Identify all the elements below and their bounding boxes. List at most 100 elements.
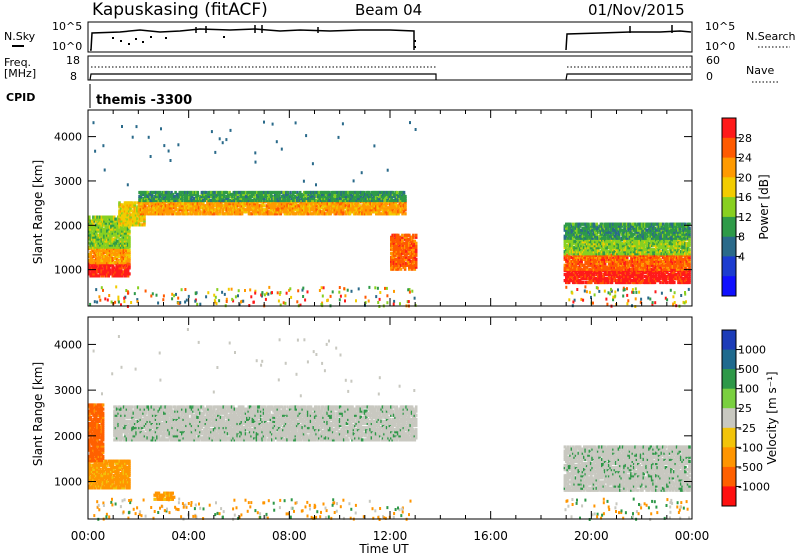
data-cell	[581, 244, 585, 248]
data-cell	[119, 229, 123, 233]
data-cell	[399, 202, 403, 206]
data-cell	[157, 208, 161, 212]
data-cell	[97, 257, 101, 261]
data-cell	[300, 198, 303, 203]
data-cell	[606, 277, 610, 281]
data-cell	[369, 204, 373, 208]
data-cell	[394, 192, 397, 197]
data-cell	[659, 250, 662, 254]
data-cell	[386, 202, 389, 206]
data-cell	[269, 210, 273, 214]
data-cell	[90, 264, 94, 268]
data-cell	[253, 196, 256, 201]
data-cell	[143, 196, 147, 201]
data-cell	[330, 194, 334, 199]
data-cell	[119, 249, 123, 253]
data-cell	[261, 204, 265, 208]
data-cell	[257, 192, 260, 197]
data-cell	[217, 196, 220, 201]
data-cell	[609, 279, 612, 283]
data-cell	[656, 279, 659, 283]
data-cell	[126, 223, 130, 227]
data-cell	[247, 194, 251, 199]
data-cell	[218, 198, 222, 203]
data-cell	[111, 223, 115, 227]
data-cell	[652, 273, 655, 277]
data-cell	[111, 229, 115, 233]
data-cell	[682, 240, 686, 244]
data-cell	[388, 194, 392, 199]
data-cell	[391, 251, 394, 255]
data-cell	[125, 241, 128, 245]
data-cell	[93, 259, 97, 263]
data-cell	[145, 192, 148, 197]
data-cell	[164, 198, 168, 203]
data-cell	[595, 279, 599, 283]
data-cell	[174, 206, 177, 210]
data-cell	[88, 221, 91, 225]
data-cell	[612, 277, 615, 281]
data-cell	[657, 279, 661, 283]
data-cell	[591, 279, 594, 283]
data-cell	[661, 263, 665, 267]
data-cell	[210, 210, 213, 214]
data-cell	[139, 194, 143, 199]
data-cell	[627, 246, 630, 250]
data-cell	[322, 198, 325, 203]
data-cell	[596, 246, 600, 250]
data-cell	[627, 263, 630, 267]
data-cell	[403, 243, 407, 247]
data-cell	[584, 267, 587, 271]
data-cell	[107, 264, 110, 268]
data-cell	[178, 192, 182, 197]
data-cell	[185, 206, 188, 210]
data-cell	[580, 261, 583, 265]
data-cell	[332, 208, 335, 212]
data-cell	[293, 196, 296, 201]
data-cell	[355, 198, 359, 203]
data-cell	[300, 204, 303, 208]
data-cell	[127, 203, 131, 207]
data-cell	[211, 196, 215, 201]
data-cell	[104, 270, 108, 274]
data-cell	[660, 275, 664, 279]
data-cell	[106, 261, 109, 265]
data-cell	[583, 248, 586, 252]
data-cell	[322, 204, 325, 208]
data-cell	[653, 263, 657, 267]
data-cell	[587, 238, 590, 242]
data-cell	[262, 198, 266, 203]
data-cell	[304, 206, 307, 210]
data-cell	[163, 202, 166, 206]
data-cell	[297, 192, 301, 197]
data-cell	[249, 212, 252, 216]
data-cell	[592, 248, 596, 252]
data-cell	[294, 198, 298, 203]
data-cell	[117, 227, 120, 231]
data-cell	[581, 236, 585, 240]
data-cell	[596, 275, 600, 279]
data-cell	[292, 212, 295, 216]
data-cell	[103, 231, 106, 235]
data-cell	[247, 210, 251, 214]
data-cell	[132, 211, 135, 215]
data-cell	[645, 246, 648, 250]
data-cell	[678, 261, 682, 265]
data-cell	[111, 253, 115, 257]
data-cell	[681, 244, 684, 248]
data-cell	[631, 252, 635, 256]
data-cell	[602, 259, 605, 263]
data-cell	[239, 192, 242, 197]
data-cell	[235, 196, 238, 201]
data-cell	[106, 233, 109, 237]
data-cell	[257, 208, 260, 212]
data-cell	[178, 208, 182, 212]
data-cell	[251, 204, 255, 208]
data-cell	[305, 204, 309, 208]
data-cell	[233, 212, 237, 216]
data-cell	[620, 250, 623, 254]
data-cell	[362, 210, 366, 214]
data-cell	[141, 217, 145, 221]
data-cell	[635, 269, 639, 273]
data-cell	[587, 252, 590, 256]
